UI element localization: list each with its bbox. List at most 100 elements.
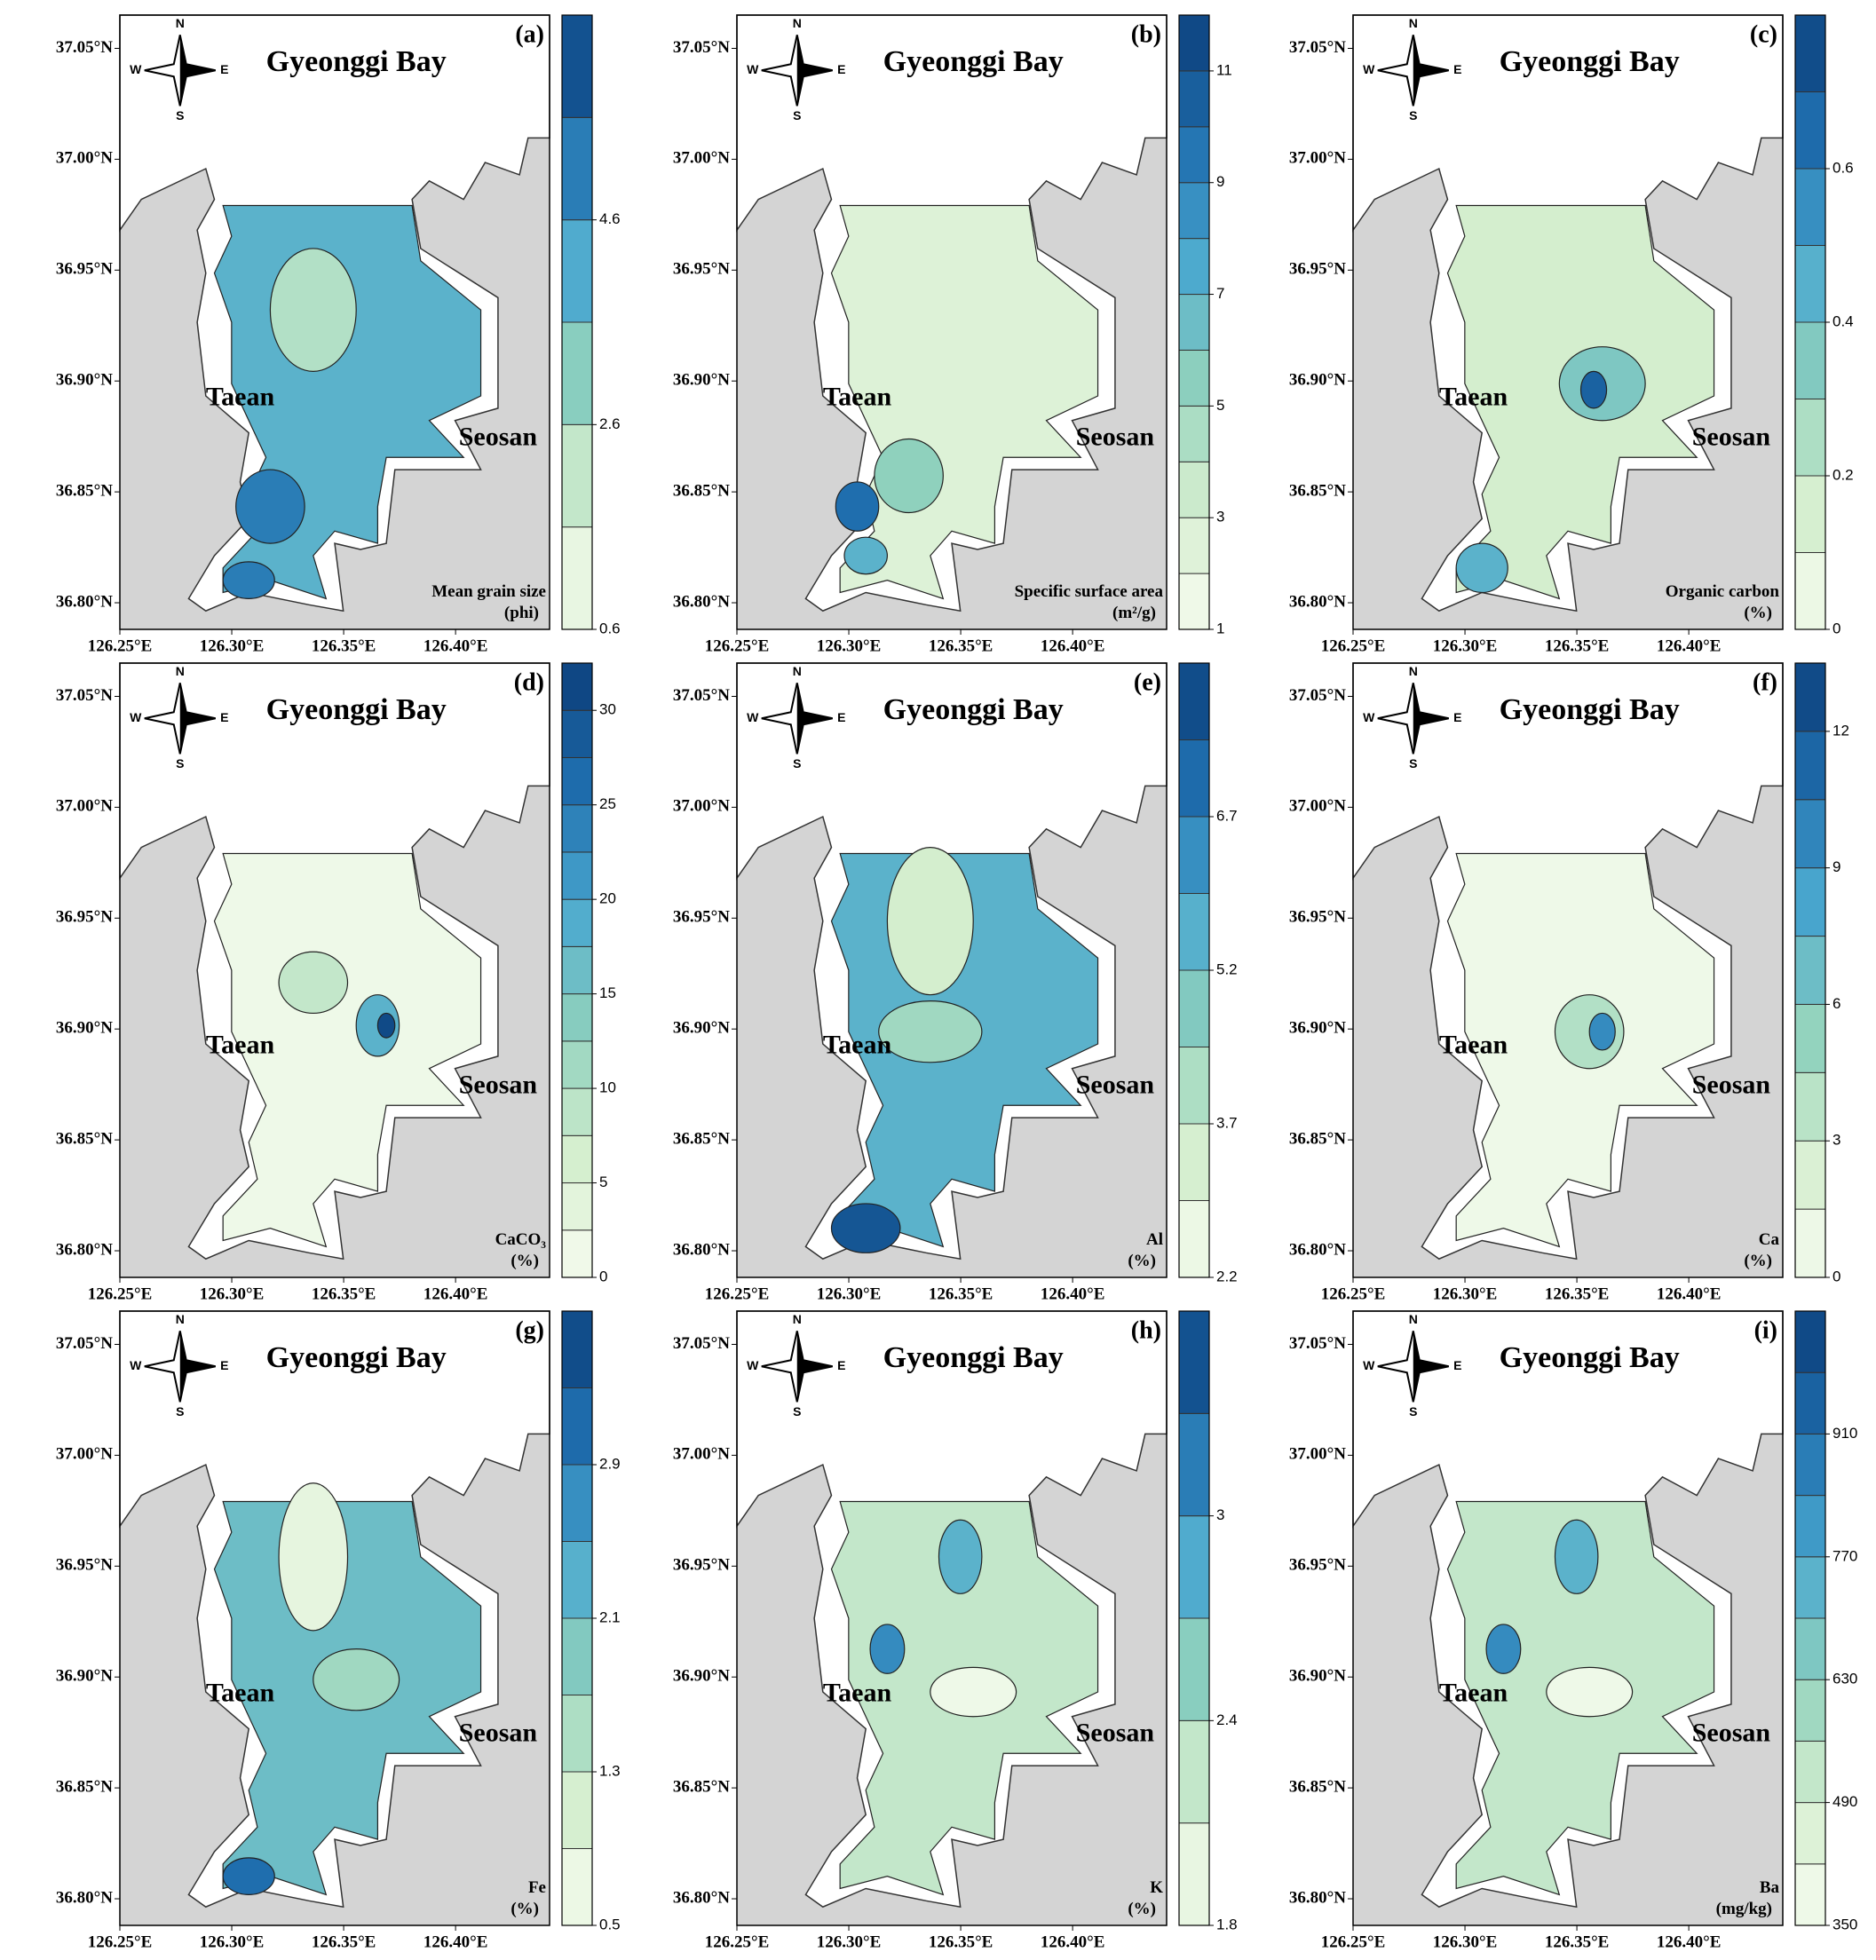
map-frame [1352,14,1784,630]
compass-star-dark [1413,35,1449,107]
colorbar-tick-label: 1.3 [599,1762,621,1779]
lon-tick-label: 126.30°E [817,1932,882,1951]
map-frame [119,14,550,630]
lat-tick-label: 36.80°N [1289,592,1346,611]
colorbar-band [561,1134,593,1184]
lat-tick-label: 37.05°N [56,686,113,705]
contour-blob [878,1000,983,1063]
colorbar-tick-label: 2.6 [599,415,621,432]
lat-tick-label: 37.05°N [1289,1334,1346,1353]
lon-tick-label: 126.25°E [705,1284,770,1303]
colorbar-band [1178,1719,1210,1824]
compass-star-dark [179,1331,216,1403]
colorbar-band [561,756,593,806]
contour-blob [930,1666,1017,1718]
compass-star-dark [796,1331,833,1403]
compass-s: S [793,108,801,122]
colorbar-band [1794,1433,1826,1497]
lat-tick-label: 36.85°N [673,481,730,500]
lat-tick-label: 36.85°N [673,1129,730,1148]
panel-title: Gyeonggi Bay [1500,45,1680,78]
lat-tick-label: 37.00°N [56,149,113,168]
map-panel: 37.05°N 37.00°N 36.95°N 36.90°N 36.85°N 36.80… [56,1310,621,1951]
lat-tick-label: 36.85°N [1289,1777,1346,1796]
compass-e: E [1453,62,1461,76]
colorbar-band [1794,91,1826,170]
colorbar-tick-label: 1.8 [1216,1916,1238,1932]
colorbar-tick-label: 910 [1832,1425,1857,1442]
lon-tick-label: 126.30°E [200,1284,265,1303]
lon-tick-label: 126.40°E [1657,1284,1722,1303]
lat-tick-label: 36.90°N [1289,371,1346,390]
compass-e: E [220,1358,228,1372]
place-label: Taean [1439,1030,1508,1059]
colorbar-tick-label: 9 [1832,858,1840,875]
compass-w: W [1363,62,1375,76]
lat-tick-label: 36.95°N [56,908,113,927]
colorbar-band [1794,1617,1826,1680]
variable-label: Ba [1760,1878,1780,1897]
colorbar-band [1794,1208,1826,1278]
colorbar-band [1794,475,1826,553]
lat-tick-label: 36.85°N [56,481,113,500]
contour-blob [222,1857,275,1895]
colorbar-band [1178,662,1210,740]
lat-tick-label: 36.80°N [56,1240,113,1259]
colorbar-band [1178,1412,1210,1517]
lat-tick-label: 36.95°N [56,260,113,279]
unit-label: (phi) [504,604,539,622]
contour-blob [938,1519,983,1594]
unit-label: (%) [1744,1252,1772,1270]
colorbar-frame [561,662,593,1278]
colorbar-band [561,1387,593,1466]
colorbar-tick-label: 5 [1216,397,1224,414]
contour-blob [222,561,275,600]
compass-e: E [220,62,228,76]
map-panel: 37.05°N 37.00°N 36.95°N 36.90°N 36.85°N 36.80… [56,662,616,1303]
compass-s: S [1409,756,1417,771]
colorbar-tick-label: 0 [1832,620,1840,636]
place-label: Seosan [1692,1070,1771,1099]
lon-tick-label: 126.25°E [705,1932,770,1951]
colorbar-tick-label: 10 [599,1079,616,1096]
colorbar-tick-label: 0 [1832,1268,1840,1284]
panel-title: Gyeonggi Bay [266,693,447,726]
colorbar-band [1794,662,1826,732]
colorbar-tick-label: 1 [1216,620,1224,636]
map-panel: 37.05°N 37.00°N 36.95°N 36.90°N 36.85°N 36.80… [673,14,1232,655]
compass-s: S [1409,108,1417,122]
colorbar-tick-label: 2.9 [599,1455,621,1472]
compass-star-dark [179,35,216,107]
colorbar-tick-label: 2.2 [1216,1268,1238,1284]
colorbar-band [561,993,593,1042]
colorbar-band [1794,245,1826,323]
colorbar-band [561,1310,593,1388]
lat-tick-label: 37.05°N [1289,686,1346,705]
variable-label: Mean grain size [431,582,546,601]
contour-blob [869,1624,906,1674]
panel-title: Gyeonggi Bay [883,45,1064,78]
place-label: Seosan [459,1718,538,1747]
lon-tick-label: 126.40°E [1657,1932,1722,1951]
compass-e: E [1453,1358,1461,1372]
colorbar-band [1178,126,1210,184]
colorbar-band [1178,517,1210,574]
lon-tick-label: 126.25°E [88,636,153,655]
colorbar-band [1794,1679,1826,1742]
lat-tick-label: 37.00°N [673,149,730,168]
map-frame [736,662,1168,1278]
colorbar-tick-label: 0.6 [1832,159,1854,176]
lon-tick-label: 126.35°E [929,1284,993,1303]
colorbar-tick-label: 3 [1216,1506,1224,1523]
variable-label: Specific surface area [1015,582,1164,601]
lon-tick-label: 126.35°E [312,1284,376,1303]
lon-tick-label: 126.25°E [1321,1284,1386,1303]
place-label: Taean [206,382,275,411]
panel-label: (e) [1134,669,1161,697]
compass-w: W [747,62,759,76]
colorbar-band [1178,816,1210,894]
lon-tick-label: 126.40°E [1657,636,1722,655]
compass-star-dark [1413,683,1449,755]
compass-n: N [1409,664,1418,678]
compass-e: E [837,710,845,724]
